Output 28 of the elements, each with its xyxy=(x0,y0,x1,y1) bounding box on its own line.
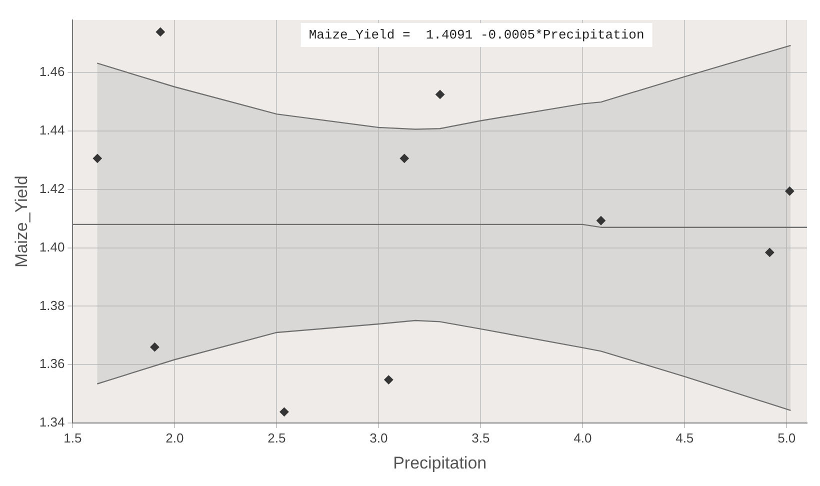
point xyxy=(785,186,794,196)
point xyxy=(436,90,445,99)
x-tick-label: 2.0 xyxy=(166,430,184,446)
point xyxy=(596,216,606,226)
y-tick-label: 1.38 xyxy=(39,298,65,313)
x-tick-label: 2.5 xyxy=(268,430,286,446)
point xyxy=(92,154,102,163)
y-tick-label: 1.36 xyxy=(39,356,65,372)
annotation: Maize_Yield = 1.4091 -0.0005*Precipitation xyxy=(308,27,644,42)
point xyxy=(156,27,165,36)
point xyxy=(384,375,394,384)
y-tick-label: 1.46 xyxy=(39,64,65,80)
y-tick-label: 1.44 xyxy=(39,122,65,138)
point xyxy=(400,154,409,163)
x-tick-label: 3.0 xyxy=(370,430,388,446)
x-tick-label: 4.0 xyxy=(574,430,592,446)
point xyxy=(280,407,289,416)
y-tick-label: 1.42 xyxy=(39,180,65,196)
y-tick-label: 1.40 xyxy=(39,239,65,254)
x-axis-title: Precipitation xyxy=(393,453,487,472)
x-tick-label: 1.5 xyxy=(64,430,82,446)
x-tick-label: 4.5 xyxy=(676,430,694,446)
point xyxy=(765,248,774,257)
x-tick-label: 3.5 xyxy=(472,430,490,446)
x-tick-label: 5.0 xyxy=(778,430,796,446)
y-axis-title: Maize_Yield xyxy=(12,176,31,268)
point xyxy=(150,342,160,352)
y-tick-label: 1.34 xyxy=(39,414,65,430)
